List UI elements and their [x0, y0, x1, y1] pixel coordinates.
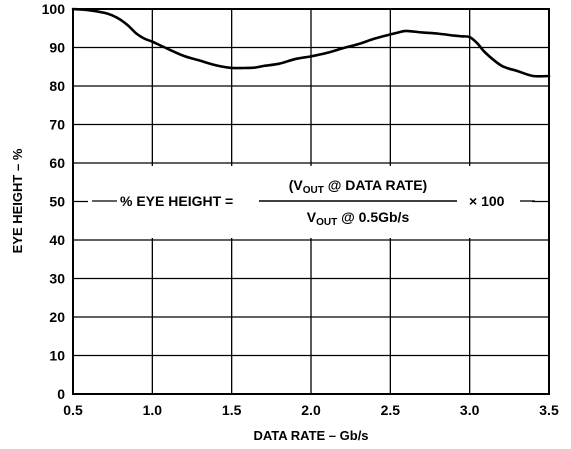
formula-denominator: VOUT @ 0.5Gb/s [307, 209, 410, 228]
y-tick-label: 70 [49, 117, 65, 133]
x-tick-label: 2.0 [301, 402, 321, 418]
y-tick-label: 90 [49, 40, 65, 56]
formula-suffix: × 100 [469, 193, 505, 209]
eye-height-formula: % EYE HEIGHT = (VOUT @ DATA RATE) VOUT @ 0… [92, 177, 535, 228]
x-tick-label: 2.5 [381, 402, 401, 418]
x-axis-tick-labels: 0.5 1.0 1.5 2.0 2.5 3.0 3.5 [63, 402, 559, 418]
y-tick-label: 30 [49, 271, 65, 287]
formula-prefix: % EYE HEIGHT = [120, 193, 233, 209]
y-tick-label: 100 [42, 1, 66, 17]
x-tick-label: 1.5 [222, 402, 242, 418]
formula-background [88, 166, 532, 238]
y-axis-label: EYE HEIGHT – % [10, 148, 25, 253]
y-tick-label: 50 [49, 194, 65, 210]
x-tick-label: 1.0 [143, 402, 163, 418]
formula-numerator: (VOUT @ DATA RATE) [289, 177, 427, 196]
plot-frame [72, 8, 550, 395]
series-line-eye-height [71, 7, 551, 78]
y-tick-label: 80 [49, 78, 65, 94]
y-tick-label: 40 [49, 232, 65, 248]
y-tick-label: 20 [49, 309, 65, 325]
x-tick-label: 0.5 [63, 402, 83, 418]
y-tick-label: 0 [57, 386, 65, 402]
formula-backdrop [88, 166, 532, 238]
y-axis-tick-labels: 0 10 20 30 40 50 60 70 80 90 100 [42, 1, 66, 402]
x-axis-label: DATA RATE – Gb/s [253, 428, 368, 443]
x-tick-label: 3.0 [460, 402, 480, 418]
y-tick-label: 10 [49, 348, 65, 364]
y-tick-label: 60 [49, 155, 65, 171]
x-tick-label: 3.5 [539, 402, 559, 418]
